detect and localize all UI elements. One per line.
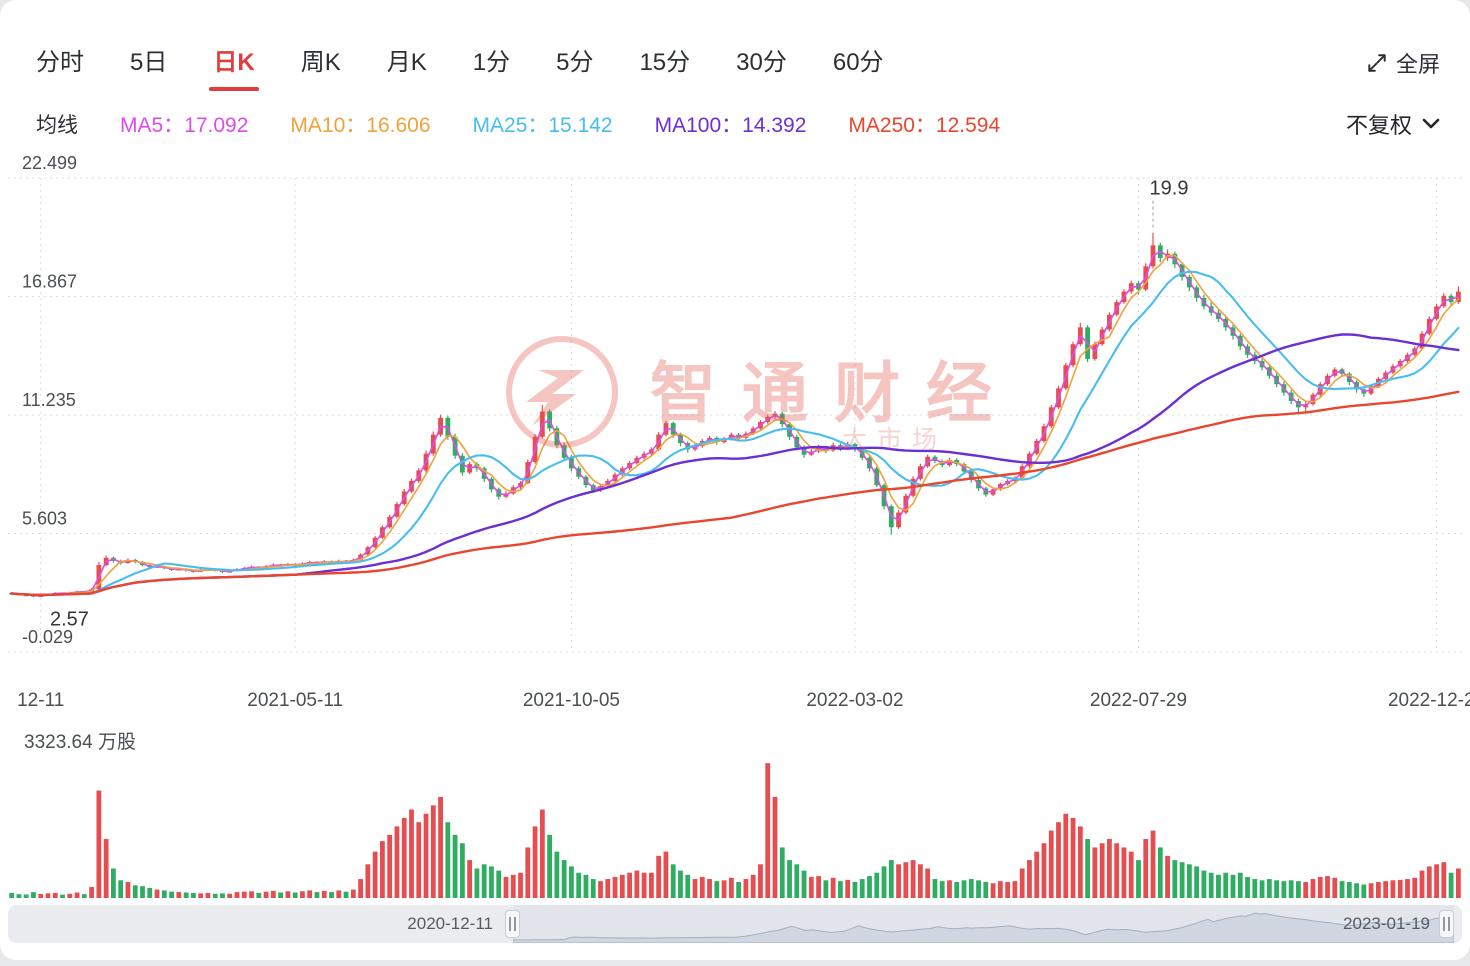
tab-60分[interactable]: 60分 xyxy=(832,49,884,76)
ma-line-MA10 xyxy=(10,254,1460,597)
navigator-end-date: 2023-01-19 xyxy=(1343,914,1430,933)
navigator-mini-chart xyxy=(513,912,1454,943)
ma-legend-MA250: MA250：12.594 xyxy=(848,114,1001,137)
svg-text:16.867: 16.867 xyxy=(22,272,77,292)
navigator-right-handle[interactable] xyxy=(1439,910,1454,938)
svg-text:11.235: 11.235 xyxy=(22,390,76,410)
ma-legend-MA100: MA100：14.392 xyxy=(654,114,807,137)
ma-legend-MA5: MA5：17.092 xyxy=(120,114,249,137)
navigator-start-date: 2020-12-11 xyxy=(407,914,493,933)
tab-日K[interactable]: 日K xyxy=(209,47,260,91)
chevron-down-icon xyxy=(1422,118,1440,129)
tab-15分[interactable]: 15分 xyxy=(639,49,691,76)
axis-labels: 22.499 16.867 11.235 5.603 -0.029 12-11 2021-0… xyxy=(17,153,1470,753)
low-annotation: 2.57 xyxy=(50,608,89,630)
grid-lines xyxy=(8,177,1462,653)
toolbar: 分时 5日 日K 周K 月K 1分 5分 15分 30分 60分 全屏 xyxy=(36,40,1440,91)
ma-line-MA250 xyxy=(10,390,1460,597)
tab-周K[interactable]: 周K xyxy=(300,49,341,76)
adjust-label: 不复权 xyxy=(1345,113,1412,138)
volume-bars xyxy=(9,763,1461,898)
svg-text:-0.029: -0.029 xyxy=(22,627,73,647)
svg-text:2022-03-02: 2022-03-02 xyxy=(806,690,903,711)
ma-legend-MA25: MA25：15.142 xyxy=(472,114,613,137)
ma-title: 均线 xyxy=(36,114,78,137)
ma-legend: MA5：17.092 MA10：16.606 MA25：15.142 MA100：14… xyxy=(120,109,1346,139)
svg-text:12-11: 12-11 xyxy=(17,690,64,711)
navigator-track-left[interactable]: 2020-12-11 xyxy=(8,905,513,943)
zhitong-logo-icon xyxy=(506,336,618,448)
ma-line-MA5 xyxy=(10,250,1460,597)
fullscreen-button[interactable]: 全屏 xyxy=(1366,47,1440,79)
svg-text:2022-12-26: 2022-12-26 xyxy=(1388,690,1470,711)
svg-text:2021-05-11: 2021-05-11 xyxy=(247,690,343,711)
tab-30分[interactable]: 30分 xyxy=(736,49,787,76)
tab-1分[interactable]: 1分 xyxy=(472,49,511,76)
high-annotation: 19.9 xyxy=(1150,178,1189,200)
range-navigator[interactable]: 2020-12-11 2023-01-19 xyxy=(8,905,1462,943)
svg-text:5.603: 5.603 xyxy=(22,509,67,529)
svg-text:2022-07-29: 2022-07-29 xyxy=(1090,690,1187,711)
period-tabs: 分时 5日 日K 周K 月K 1分 5分 15分 30分 60分 xyxy=(36,47,884,91)
watermark-fragment: 大市场 xyxy=(842,426,947,454)
svg-text:2021-10-05: 2021-10-05 xyxy=(523,690,620,711)
ma-legend-MA10: MA10：16.606 xyxy=(290,114,431,137)
tab-5日[interactable]: 5日 xyxy=(130,49,168,76)
navigator-window[interactable]: 2023-01-19 xyxy=(513,905,1454,943)
ma-line-MA25 xyxy=(10,270,1460,597)
fullscreen-label: 全屏 xyxy=(1395,52,1440,77)
tab-分时[interactable]: 分时 xyxy=(36,49,84,76)
volume-axis-label: 3323.64 万股 xyxy=(24,732,136,753)
fullscreen-icon xyxy=(1368,54,1386,72)
tab-5分[interactable]: 5分 xyxy=(556,49,594,76)
watermark-text: 智通财经 xyxy=(650,356,1018,430)
tab-月K[interactable]: 月K xyxy=(386,49,427,76)
navigator-left-handle[interactable] xyxy=(505,910,520,938)
ma-bar: 均线 MA5：17.092 MA10：16.606 MA25：15.142 MA100… xyxy=(36,108,1440,140)
svg-text:22.499: 22.499 xyxy=(22,153,77,173)
adjust-dropdown[interactable]: 不复权 xyxy=(1346,108,1440,140)
